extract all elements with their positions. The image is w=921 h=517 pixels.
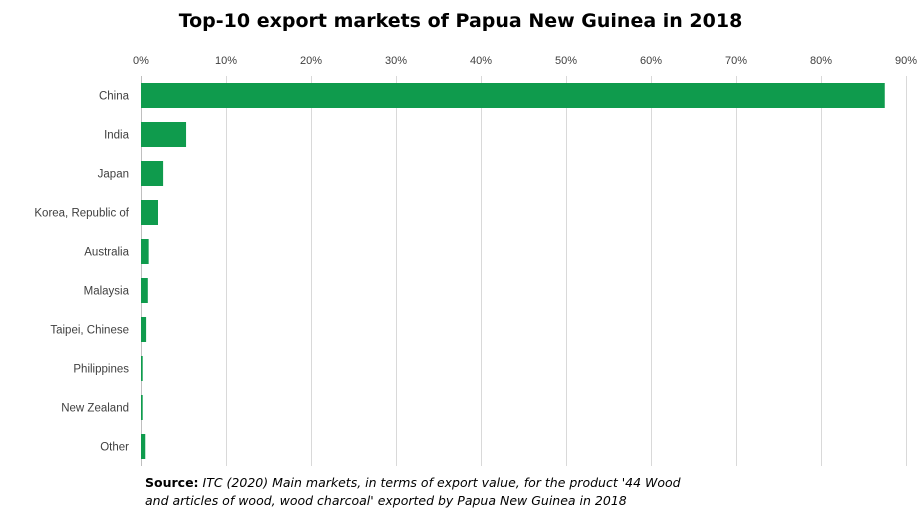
category-label: China (99, 91, 130, 103)
category-label: Philippines (73, 364, 129, 376)
x-tick-label: 60% (640, 55, 662, 67)
source-text: ITC (2020) Main markets, in terms of exp… (145, 475, 681, 508)
x-tick-label: 40% (470, 55, 492, 67)
source-prefix: Source: (145, 475, 199, 490)
category-label: Japan (98, 169, 129, 181)
x-tick-label: 10% (215, 55, 237, 67)
bar (141, 356, 143, 381)
category-label: Other (100, 442, 129, 454)
x-tick-label: 80% (810, 55, 832, 67)
category-label: Australia (84, 247, 129, 259)
bar (141, 434, 146, 459)
bar-chart: 0% 10% 20% 30% 40% 50% 60% 70% 80% 90% China India… (34, 55, 917, 466)
bars (141, 83, 885, 459)
bar (141, 395, 143, 420)
chart-title: Top-10 export markets of Papua New Guine… (178, 10, 743, 32)
x-tick-label: 50% (555, 55, 577, 67)
bar (141, 83, 885, 108)
bar (141, 317, 147, 342)
x-tick-label: 30% (385, 55, 407, 67)
category-label: India (104, 130, 130, 142)
category-label: Malaysia (84, 286, 130, 298)
x-axis-ticks: 0% 10% 20% 30% 40% 50% 60% 70% 80% 90% (133, 55, 917, 67)
y-axis-categories: China India Japan Korea, Republic of Austral… (34, 91, 129, 454)
bar (141, 239, 149, 264)
bar (141, 200, 158, 225)
bar (141, 161, 164, 186)
x-tick-label: 0% (133, 55, 149, 67)
bar (141, 122, 187, 147)
grid-layer (141, 76, 907, 466)
bar (141, 278, 148, 303)
source-note: Source: ITC (2020) Main markets, in term… (145, 474, 705, 510)
category-label: Korea, Republic of (34, 208, 129, 220)
category-label: Taipei, Chinese (50, 325, 129, 337)
category-label: New Zealand (61, 403, 129, 415)
x-tick-label: 90% (895, 55, 917, 67)
x-tick-label: 20% (300, 55, 322, 67)
x-tick-label: 70% (725, 55, 747, 67)
